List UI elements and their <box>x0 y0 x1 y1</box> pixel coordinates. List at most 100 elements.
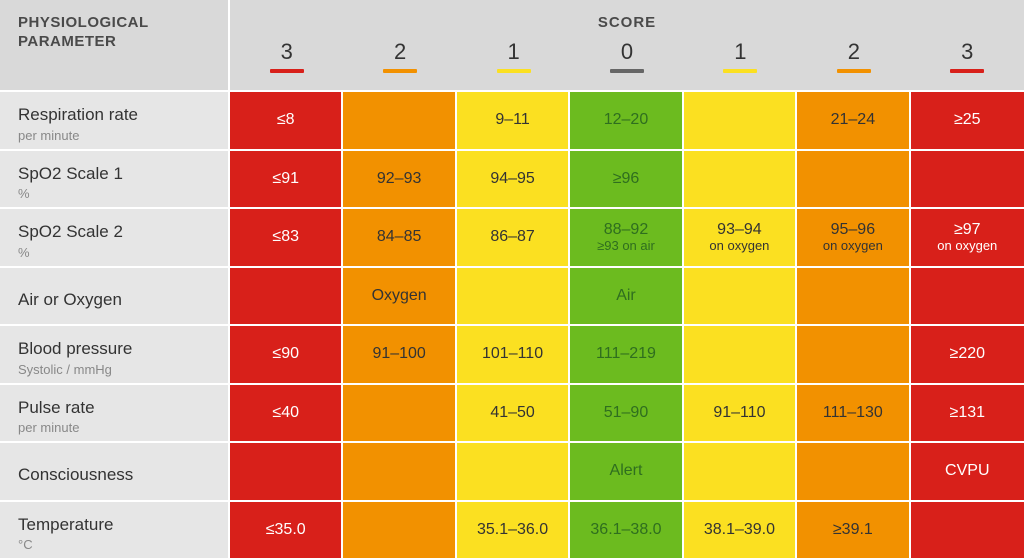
score-header-3: 0 <box>570 37 683 90</box>
table-cell <box>684 324 797 383</box>
table-cell: 86–87 <box>457 207 570 266</box>
row-label-sub: per minute <box>18 128 210 144</box>
cell-text: 35.1–36.0 <box>477 521 548 539</box>
score-header-underline <box>610 69 644 73</box>
cell-text: 92–93 <box>377 170 422 188</box>
score-header-underline <box>723 69 757 73</box>
cell-subtext: on oxygen <box>823 239 883 254</box>
score-header-underline <box>383 69 417 73</box>
row-label: Temperature °C <box>0 500 230 558</box>
row-label-main: SpO2 Scale 2 <box>18 222 210 242</box>
cell-text: 9–11 <box>495 111 529 129</box>
table-cell: 9–11 <box>457 90 570 149</box>
table-cell <box>343 441 456 500</box>
cell-text: CVPU <box>945 462 989 480</box>
table-cell: 84–85 <box>343 207 456 266</box>
table-cell: 111–130 <box>797 383 910 442</box>
row-label-sub: % <box>18 186 210 202</box>
table-cell <box>343 500 456 558</box>
cell-text: ≥97 <box>954 221 981 239</box>
cell-text: 95–96 <box>831 221 876 239</box>
cell-text: 12–20 <box>604 111 649 129</box>
row-label-sub: °C <box>18 537 210 553</box>
header-score-title: SCORE <box>230 0 1024 37</box>
score-header-num: 2 <box>394 39 406 65</box>
row-label-sub: per minute <box>18 420 210 436</box>
row-label: Air or Oxygen <box>0 266 230 325</box>
cell-text: 38.1–39.0 <box>704 521 775 539</box>
score-header-num: 0 <box>621 39 633 65</box>
table-cell: 41–50 <box>457 383 570 442</box>
table-cell: 38.1–39.0 <box>684 500 797 558</box>
score-header-underline <box>837 69 871 73</box>
cell-text: ≤91 <box>272 170 299 188</box>
table-cell: ≥97on oxygen <box>911 207 1024 266</box>
table-cell: ≤91 <box>230 149 343 208</box>
score-header-2: 1 <box>457 37 570 90</box>
score-header-num: 3 <box>961 39 973 65</box>
table-cell: CVPU <box>911 441 1024 500</box>
header-score: SCORE 3 2 1 0 1 2 3 <box>230 0 1024 90</box>
cell-text: 86–87 <box>490 228 535 246</box>
table-cell: Alert <box>570 441 683 500</box>
table-cell <box>230 441 343 500</box>
table-cell <box>684 90 797 149</box>
news-score-table: PHYSIOLOGICAL PARAMETER SCORE 3210123 Re… <box>0 0 1024 558</box>
row-label-main: Temperature <box>18 515 210 535</box>
table-cell: 111–219 <box>570 324 683 383</box>
cell-text: 21–24 <box>831 111 876 129</box>
row-label-main: Blood pressure <box>18 339 210 359</box>
row-label-sub: Systolic / mmHg <box>18 362 210 378</box>
table-cell: 95–96on oxygen <box>797 207 910 266</box>
score-header-underline <box>497 69 531 73</box>
cell-text: ≥96 <box>613 170 640 188</box>
row-label: Consciousness <box>0 441 230 500</box>
header-score-numbers: 3 2 1 0 1 2 3 <box>230 37 1024 90</box>
cell-text: 91–110 <box>713 404 765 422</box>
score-header-num: 1 <box>734 39 746 65</box>
row-label-main: Respiration rate <box>18 105 210 125</box>
score-header-4: 1 <box>684 37 797 90</box>
cell-text: ≥220 <box>950 345 985 363</box>
score-header-num: 2 <box>848 39 860 65</box>
row-label-main: Air or Oxygen <box>18 290 210 310</box>
cell-text: ≥25 <box>954 111 981 129</box>
cell-text: 91–100 <box>372 345 425 363</box>
table-cell <box>797 149 910 208</box>
table-cell: Air <box>570 266 683 325</box>
table-cell: ≥25 <box>911 90 1024 149</box>
cell-text: Oxygen <box>372 287 427 305</box>
table-cell: 36.1–38.0 <box>570 500 683 558</box>
table-cell: ≥220 <box>911 324 1024 383</box>
row-label: SpO2 Scale 1% <box>0 149 230 208</box>
table-cell: 93–94on oxygen <box>684 207 797 266</box>
table-cell: ≤35.0 <box>230 500 343 558</box>
cell-text: Air <box>616 287 636 305</box>
cell-text: ≥131 <box>950 404 985 422</box>
table-cell <box>684 149 797 208</box>
table-cell: 12–20 <box>570 90 683 149</box>
table-cell <box>343 383 456 442</box>
score-header-underline <box>950 69 984 73</box>
score-header-5: 2 <box>797 37 910 90</box>
row-label: Blood pressure Systolic / mmHg <box>0 324 230 383</box>
table-cell: ≤40 <box>230 383 343 442</box>
score-header-num: 3 <box>281 39 293 65</box>
row-label: Pulse rateper minute <box>0 383 230 442</box>
table-cell <box>684 441 797 500</box>
table-cell <box>457 266 570 325</box>
row-label-sub: % <box>18 245 210 261</box>
score-header-underline <box>270 69 304 73</box>
cell-text: 84–85 <box>377 228 422 246</box>
cell-text: ≤90 <box>272 345 299 363</box>
row-label-main: SpO2 Scale 1 <box>18 164 210 184</box>
cell-text: ≥39.1 <box>833 521 873 539</box>
table-cell <box>797 441 910 500</box>
cell-subtext: on oxygen <box>937 239 997 254</box>
cell-text: 111–219 <box>596 345 656 363</box>
table-cell <box>797 324 910 383</box>
table-cell: Oxygen <box>343 266 456 325</box>
table-cell: 88–92≥93 on air <box>570 207 683 266</box>
score-header-1: 2 <box>343 37 456 90</box>
cell-text: ≤83 <box>272 228 299 246</box>
